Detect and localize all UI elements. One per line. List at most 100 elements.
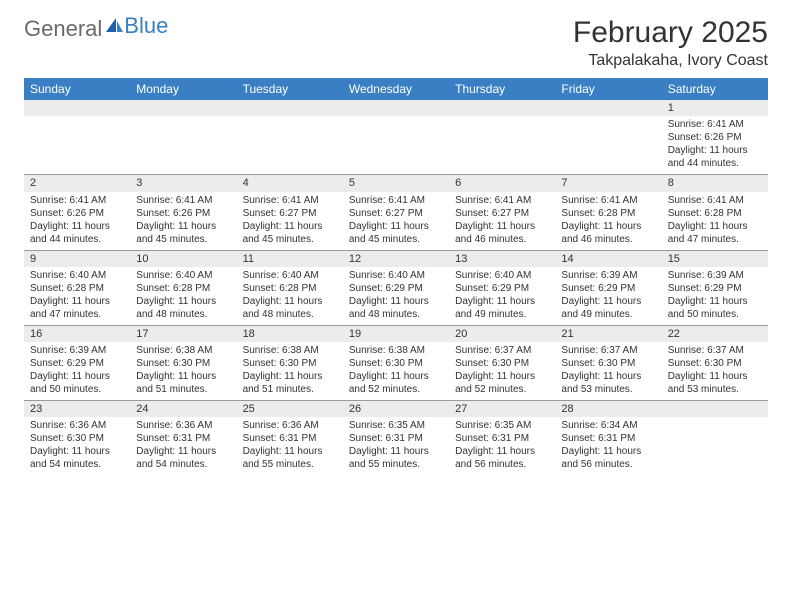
sunrise-text: Sunrise: 6:41 AM [561, 194, 655, 207]
weekday-header: Tuesday [237, 78, 343, 100]
daylight-text: Daylight: 11 hours and 45 minutes. [136, 220, 230, 246]
daynum-row: 1 [24, 100, 768, 116]
day-number: 3 [130, 175, 236, 192]
day-cell: Sunrise: 6:39 AMSunset: 6:29 PMDaylight:… [24, 342, 130, 401]
sunrise-text: Sunrise: 6:41 AM [136, 194, 230, 207]
day-number: 5 [343, 175, 449, 192]
daynum-row: 2345678 [24, 175, 768, 192]
sunset-text: Sunset: 6:29 PM [561, 282, 655, 295]
day-number: 18 [237, 325, 343, 342]
sunset-text: Sunset: 6:28 PM [561, 207, 655, 220]
day-cell: Sunrise: 6:40 AMSunset: 6:29 PMDaylight:… [449, 267, 555, 326]
daylight-text: Daylight: 11 hours and 45 minutes. [349, 220, 443, 246]
day-cell [662, 417, 768, 475]
sunrise-text: Sunrise: 6:36 AM [243, 419, 337, 432]
sunset-text: Sunset: 6:28 PM [243, 282, 337, 295]
day-cell: Sunrise: 6:39 AMSunset: 6:29 PMDaylight:… [662, 267, 768, 326]
day-cell [449, 116, 555, 175]
sunrise-text: Sunrise: 6:40 AM [349, 269, 443, 282]
sunset-text: Sunset: 6:29 PM [668, 282, 762, 295]
sunrise-text: Sunrise: 6:40 AM [455, 269, 549, 282]
day-cell: Sunrise: 6:40 AMSunset: 6:29 PMDaylight:… [343, 267, 449, 326]
daylight-text: Daylight: 11 hours and 46 minutes. [455, 220, 549, 246]
sunset-text: Sunset: 6:30 PM [668, 357, 762, 370]
day-cell: Sunrise: 6:38 AMSunset: 6:30 PMDaylight:… [237, 342, 343, 401]
sunrise-text: Sunrise: 6:41 AM [668, 118, 762, 131]
brand-part2: Blue [124, 13, 168, 39]
day-number [237, 100, 343, 116]
daylight-text: Daylight: 11 hours and 52 minutes. [455, 370, 549, 396]
daylight-text: Daylight: 11 hours and 48 minutes. [349, 295, 443, 321]
day-number: 7 [555, 175, 661, 192]
sunset-text: Sunset: 6:30 PM [561, 357, 655, 370]
sunrise-text: Sunrise: 6:36 AM [30, 419, 124, 432]
sunrise-text: Sunrise: 6:40 AM [136, 269, 230, 282]
sunset-text: Sunset: 6:29 PM [349, 282, 443, 295]
sunrise-text: Sunrise: 6:37 AM [668, 344, 762, 357]
sunset-text: Sunset: 6:31 PM [561, 432, 655, 445]
day-number [555, 100, 661, 116]
day-number: 23 [24, 401, 130, 418]
day-number: 10 [130, 250, 236, 267]
sunset-text: Sunset: 6:30 PM [455, 357, 549, 370]
sunrise-text: Sunrise: 6:37 AM [561, 344, 655, 357]
day-cell [130, 116, 236, 175]
day-number: 4 [237, 175, 343, 192]
sunset-text: Sunset: 6:30 PM [243, 357, 337, 370]
day-cell: Sunrise: 6:41 AMSunset: 6:27 PMDaylight:… [449, 192, 555, 251]
sunrise-text: Sunrise: 6:39 AM [30, 344, 124, 357]
daylight-text: Daylight: 11 hours and 50 minutes. [668, 295, 762, 321]
month-title: February 2025 [573, 16, 768, 50]
page-header: General Blue February 2025 Takpalakaha, … [24, 16, 768, 70]
day-number: 19 [343, 325, 449, 342]
sunset-text: Sunset: 6:27 PM [243, 207, 337, 220]
day-cell: Sunrise: 6:36 AMSunset: 6:31 PMDaylight:… [237, 417, 343, 475]
sunset-text: Sunset: 6:30 PM [349, 357, 443, 370]
day-number: 14 [555, 250, 661, 267]
day-cell [555, 116, 661, 175]
location-label: Takpalakaha, Ivory Coast [573, 52, 768, 70]
daylight-text: Daylight: 11 hours and 48 minutes. [136, 295, 230, 321]
daylight-text: Daylight: 11 hours and 51 minutes. [243, 370, 337, 396]
daylight-text: Daylight: 11 hours and 45 minutes. [243, 220, 337, 246]
sunrise-text: Sunrise: 6:41 AM [668, 194, 762, 207]
day-number: 6 [449, 175, 555, 192]
sunrise-text: Sunrise: 6:37 AM [455, 344, 549, 357]
day-info-row: Sunrise: 6:41 AMSunset: 6:26 PMDaylight:… [24, 192, 768, 251]
day-info-row: Sunrise: 6:36 AMSunset: 6:30 PMDaylight:… [24, 417, 768, 475]
sunset-text: Sunset: 6:31 PM [455, 432, 549, 445]
day-cell [237, 116, 343, 175]
sunrise-text: Sunrise: 6:34 AM [561, 419, 655, 432]
day-cell: Sunrise: 6:39 AMSunset: 6:29 PMDaylight:… [555, 267, 661, 326]
day-cell: Sunrise: 6:41 AMSunset: 6:26 PMDaylight:… [130, 192, 236, 251]
day-info-row: Sunrise: 6:39 AMSunset: 6:29 PMDaylight:… [24, 342, 768, 401]
sunset-text: Sunset: 6:31 PM [349, 432, 443, 445]
sunset-text: Sunset: 6:26 PM [668, 131, 762, 144]
day-number: 15 [662, 250, 768, 267]
day-number: 27 [449, 401, 555, 418]
calendar-body: 1Sunrise: 6:41 AMSunset: 6:26 PMDaylight… [24, 100, 768, 475]
day-number: 28 [555, 401, 661, 418]
day-number: 24 [130, 401, 236, 418]
sunrise-text: Sunrise: 6:41 AM [30, 194, 124, 207]
day-cell: Sunrise: 6:41 AMSunset: 6:28 PMDaylight:… [555, 192, 661, 251]
sunset-text: Sunset: 6:28 PM [668, 207, 762, 220]
weekday-header: Sunday [24, 78, 130, 100]
sunset-text: Sunset: 6:30 PM [30, 432, 124, 445]
daylight-text: Daylight: 11 hours and 47 minutes. [30, 295, 124, 321]
day-number [343, 100, 449, 116]
day-cell: Sunrise: 6:41 AMSunset: 6:27 PMDaylight:… [237, 192, 343, 251]
sunrise-text: Sunrise: 6:40 AM [30, 269, 124, 282]
sunset-text: Sunset: 6:27 PM [349, 207, 443, 220]
daylight-text: Daylight: 11 hours and 54 minutes. [30, 445, 124, 471]
daylight-text: Daylight: 11 hours and 55 minutes. [349, 445, 443, 471]
daylight-text: Daylight: 11 hours and 52 minutes. [349, 370, 443, 396]
day-cell: Sunrise: 6:35 AMSunset: 6:31 PMDaylight:… [449, 417, 555, 475]
weekday-header-row: Sunday Monday Tuesday Wednesday Thursday… [24, 78, 768, 100]
daylight-text: Daylight: 11 hours and 53 minutes. [668, 370, 762, 396]
brand-logo: General Blue [24, 16, 168, 42]
day-number [662, 401, 768, 418]
sunrise-text: Sunrise: 6:41 AM [243, 194, 337, 207]
daylight-text: Daylight: 11 hours and 51 minutes. [136, 370, 230, 396]
day-cell: Sunrise: 6:36 AMSunset: 6:30 PMDaylight:… [24, 417, 130, 475]
